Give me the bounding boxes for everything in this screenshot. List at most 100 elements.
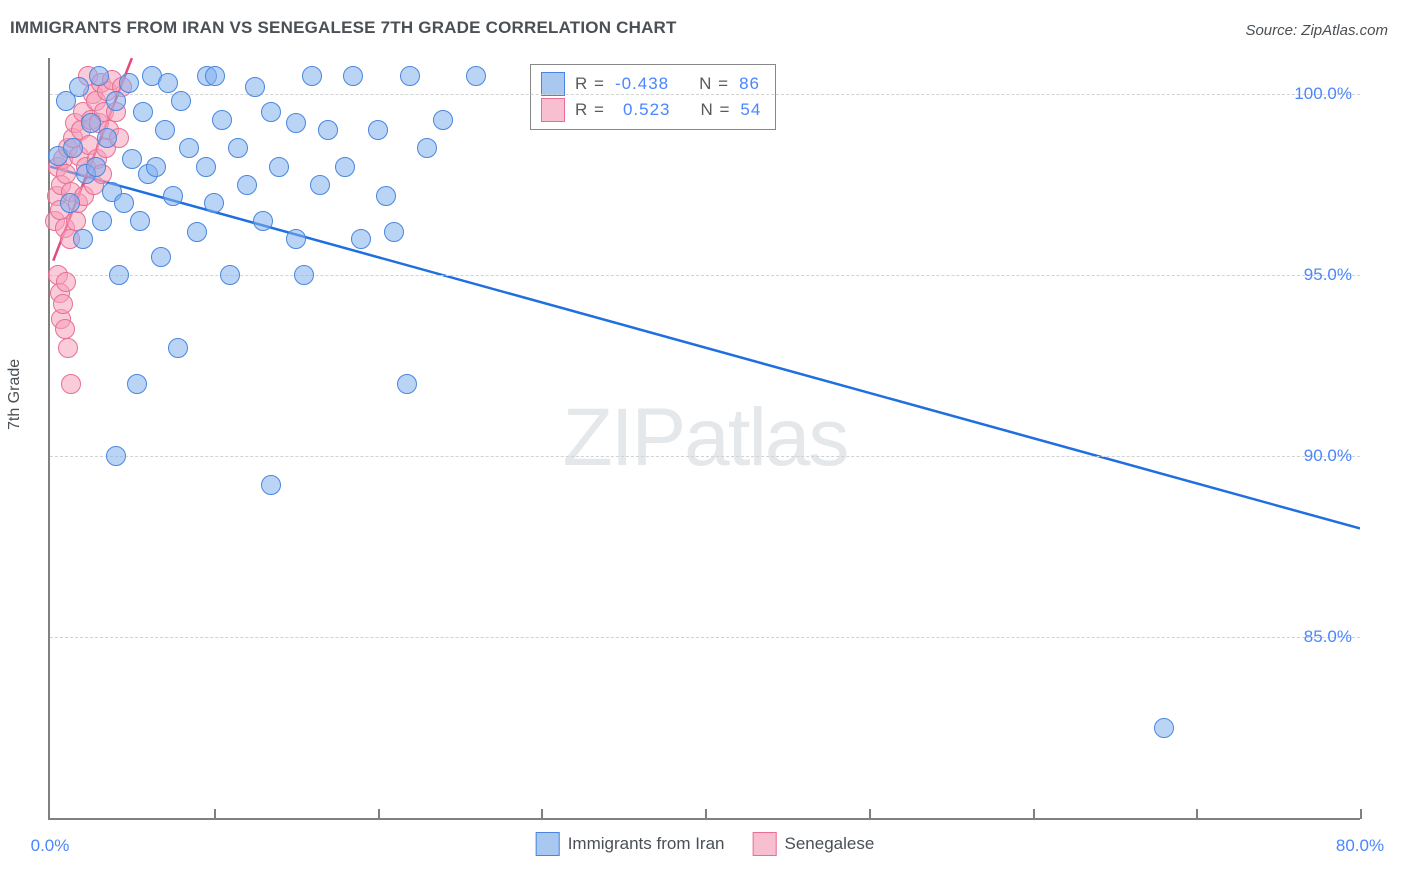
data-point-iran <box>179 138 199 158</box>
data-point-iran <box>294 265 314 285</box>
data-point-iran <box>220 265 240 285</box>
data-point-iran <box>151 247 171 267</box>
data-point-iran <box>114 193 134 213</box>
data-point-iran <box>400 66 420 86</box>
data-point-senegal <box>55 319 75 339</box>
data-point-iran <box>253 211 273 231</box>
x-tick <box>541 809 543 819</box>
chart-title: IMMIGRANTS FROM IRAN VS SENEGALESE 7TH G… <box>10 18 677 38</box>
senegal-r-value: 0.523 <box>615 97 671 123</box>
data-point-iran <box>171 91 191 111</box>
data-point-iran <box>97 128 117 148</box>
data-point-iran <box>205 66 225 86</box>
data-point-iran <box>89 66 109 86</box>
swatch-senegal-icon <box>753 832 777 856</box>
senegal-label: Senegalese <box>785 834 875 854</box>
data-point-iran <box>196 157 216 177</box>
data-point-iran <box>335 157 355 177</box>
x-tick-label: 80.0% <box>1336 836 1384 856</box>
data-point-iran <box>187 222 207 242</box>
data-point-iran <box>343 66 363 86</box>
data-point-iran <box>245 77 265 97</box>
x-tick <box>705 809 707 819</box>
swatch-iran-icon <box>541 72 565 96</box>
data-point-iran <box>81 113 101 133</box>
data-point-iran <box>106 446 126 466</box>
n-label: N = <box>700 97 730 123</box>
data-point-iran <box>106 91 126 111</box>
data-point-senegal <box>66 211 86 231</box>
bottom-legend: Immigrants from Iran Senegalese <box>536 832 875 856</box>
data-point-iran <box>286 229 306 249</box>
data-point-iran <box>417 138 437 158</box>
y-tick-label: 95.0% <box>1304 265 1352 285</box>
legend-item-senegal: Senegalese <box>753 832 875 856</box>
data-point-iran <box>261 475 281 495</box>
r-label: R = <box>575 71 605 97</box>
x-tick <box>1033 809 1035 819</box>
data-point-iran <box>237 175 257 195</box>
data-point-iran <box>127 374 147 394</box>
data-point-iran <box>69 77 89 97</box>
swatch-iran-icon <box>536 832 560 856</box>
data-point-iran <box>158 73 178 93</box>
data-point-iran <box>109 265 129 285</box>
data-point-iran <box>204 193 224 213</box>
gridline-h <box>50 94 1360 95</box>
data-point-iran <box>212 110 232 130</box>
correlation-row-senegal: R = 0.523 N = 54 <box>541 97 761 123</box>
data-point-iran <box>119 73 139 93</box>
data-point-iran <box>130 211 150 231</box>
x-tick-label: 0.0% <box>31 836 70 856</box>
data-point-iran <box>122 149 142 169</box>
iran-r-value: -0.438 <box>615 71 669 97</box>
data-point-iran <box>228 138 248 158</box>
data-point-iran <box>310 175 330 195</box>
correlation-legend-box: R = -0.438 N = 86 R = 0.523 N = 54 <box>530 64 776 130</box>
data-point-iran <box>397 374 417 394</box>
iran-n-value: 86 <box>739 71 760 97</box>
data-point-iran <box>133 102 153 122</box>
source-attribution: Source: ZipAtlas.com <box>1245 22 1388 39</box>
data-point-iran <box>368 120 388 140</box>
iran-label: Immigrants from Iran <box>568 834 725 854</box>
data-point-iran <box>261 102 281 122</box>
watermark-atlas: atlas <box>684 392 847 483</box>
senegal-n-value: 54 <box>740 97 761 123</box>
data-point-iran <box>1154 718 1174 738</box>
data-point-senegal <box>56 164 76 184</box>
data-point-senegal <box>56 272 76 292</box>
data-point-iran <box>433 110 453 130</box>
y-tick-label: 90.0% <box>1304 446 1352 466</box>
swatch-senegal-icon <box>541 98 565 122</box>
x-tick <box>869 809 871 819</box>
data-point-iran <box>163 186 183 206</box>
correlation-row-iran: R = -0.438 N = 86 <box>541 71 761 97</box>
data-point-iran <box>466 66 486 86</box>
gridline-h <box>50 456 1360 457</box>
data-point-iran <box>302 66 322 86</box>
x-tick <box>214 809 216 819</box>
x-tick <box>1360 809 1362 819</box>
gridline-h <box>50 637 1360 638</box>
data-point-iran <box>155 120 175 140</box>
y-tick-label: 100.0% <box>1294 84 1352 104</box>
data-point-iran <box>168 338 188 358</box>
data-point-iran <box>92 211 112 231</box>
data-point-senegal <box>58 338 78 358</box>
scatter-plot-area: ZIPatlas R = -0.438 N = 86 R = 0.523 N =… <box>48 58 1360 820</box>
data-point-iran <box>146 157 166 177</box>
data-point-iran <box>376 186 396 206</box>
watermark-zip: ZIP <box>563 392 685 483</box>
x-tick <box>1196 809 1198 819</box>
data-point-senegal <box>61 374 81 394</box>
x-tick <box>378 809 380 819</box>
trend-lines-svg <box>50 58 1360 818</box>
data-point-iran <box>86 157 106 177</box>
data-point-senegal <box>53 294 73 314</box>
gridline-h <box>50 275 1360 276</box>
legend-item-iran: Immigrants from Iran <box>536 832 725 856</box>
data-point-iran <box>286 113 306 133</box>
data-point-iran <box>351 229 371 249</box>
n-label: N = <box>699 71 729 97</box>
